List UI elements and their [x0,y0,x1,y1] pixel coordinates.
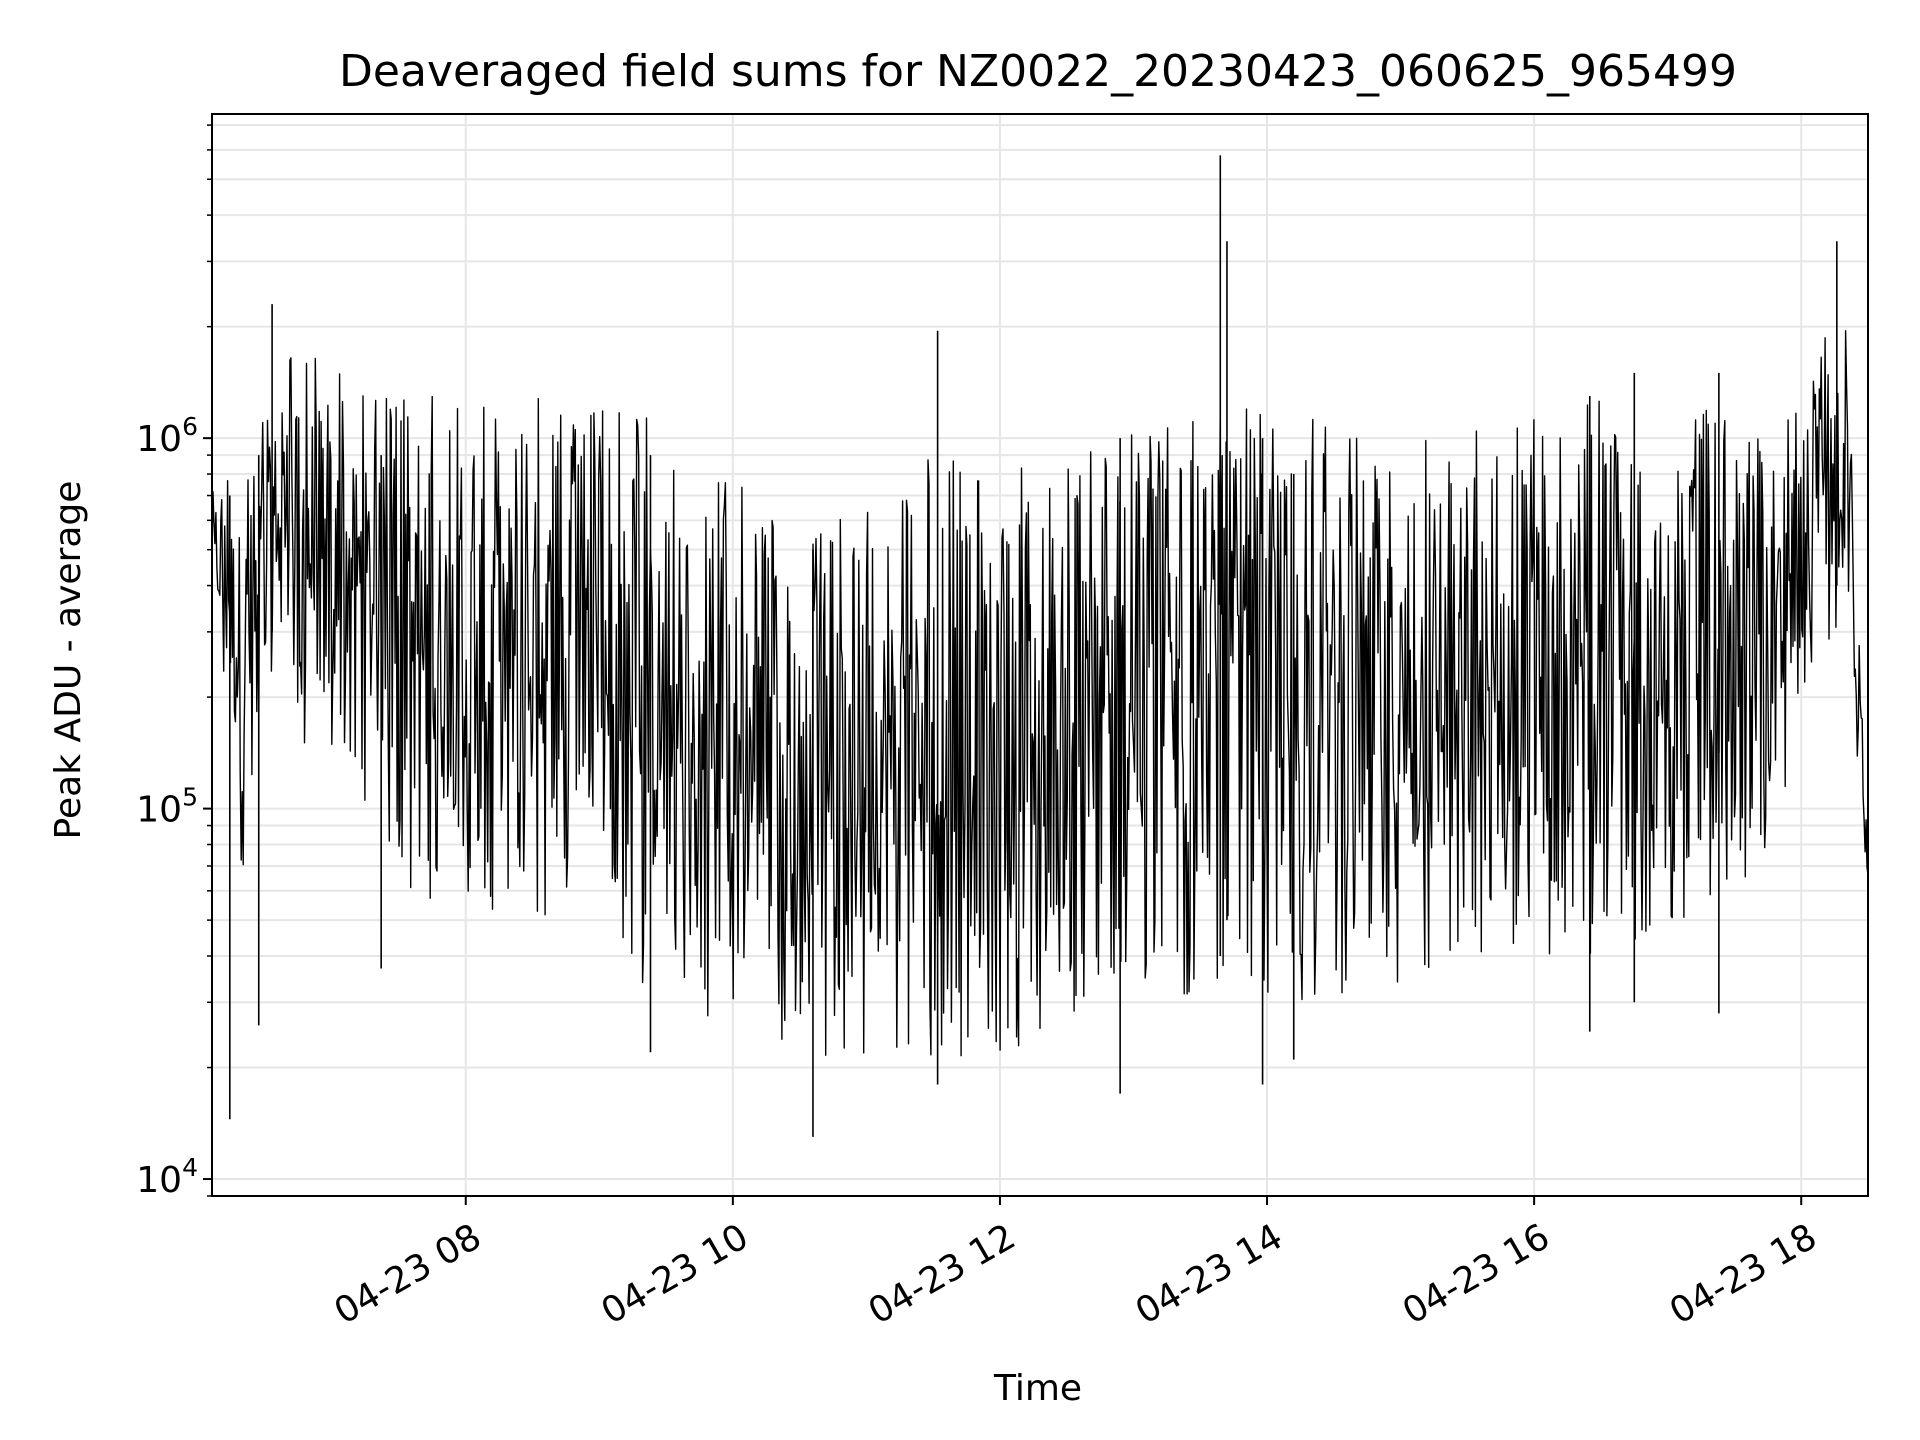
signal-line [211,330,1869,1057]
plot-frame [211,113,1869,1197]
y-tick-label: 105 [136,783,198,831]
y-tick-label: 104 [136,1153,198,1201]
x-axis-label: Time [993,1368,1082,1409]
chart-title: Deaveraged field sums for NZ0022_2023042… [339,46,1737,97]
y-axis-label: Peak ADU - average [48,481,89,840]
y-axis-ticks: 104 105 106 [136,124,212,1201]
plot-lines [211,155,1869,1137]
y-tick-label: 106 [136,412,198,460]
